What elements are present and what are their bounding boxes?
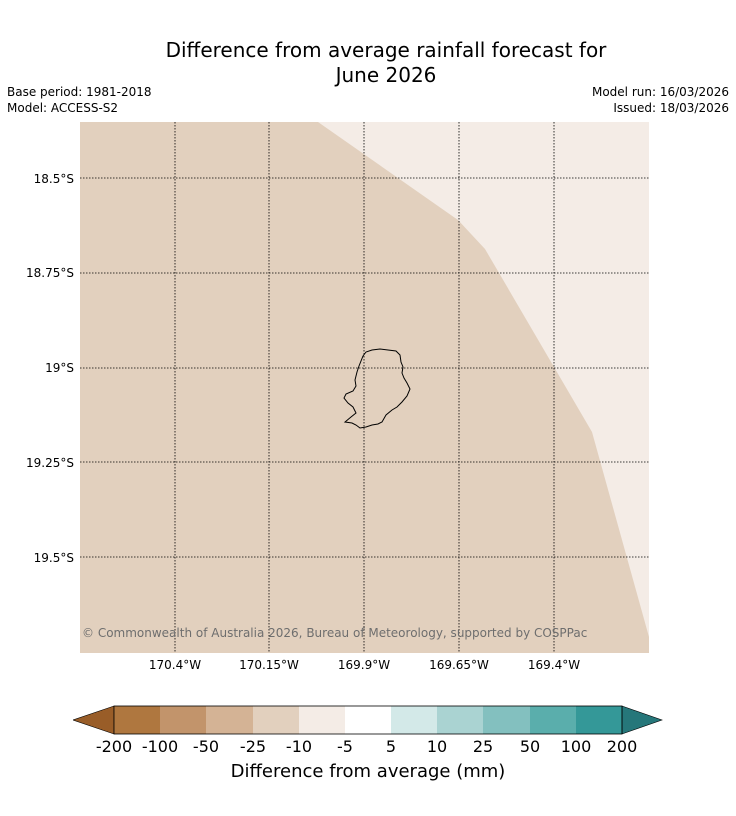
colorbar-tick: -100 bbox=[141, 737, 179, 756]
base-period: Base period: 1981-2018 bbox=[7, 85, 152, 99]
map-svg bbox=[80, 122, 649, 653]
copyright-text: © Commonwealth of Australia 2026, Bureau… bbox=[82, 626, 588, 640]
lat-label-19-25: 19.25°S bbox=[26, 456, 74, 470]
lat-label-19: 19°S bbox=[45, 361, 74, 375]
colorbar-outline bbox=[113, 705, 623, 735]
colorbar-swatch bbox=[160, 706, 206, 734]
model-name: Model: ACCESS-S2 bbox=[7, 101, 119, 115]
colorbar-tick: 100 bbox=[560, 737, 592, 756]
colorbar-tick: 50 bbox=[519, 737, 541, 756]
colorbar-swatch bbox=[530, 706, 576, 734]
colorbar-swatch bbox=[206, 706, 253, 734]
lat-label-19-5: 19.5°S bbox=[33, 551, 74, 565]
meta-left: Base period: 1981-2018 Model: ACCESS-S2 bbox=[7, 84, 152, 116]
colorbar-tick: -5 bbox=[337, 737, 353, 756]
colorbar-tick: 5 bbox=[385, 737, 397, 756]
lon-label-169-9: 169.9°W bbox=[337, 658, 391, 672]
colorbar-swatch bbox=[576, 706, 622, 734]
lon-label-170-15: 170.15°W bbox=[239, 658, 299, 672]
model-run: Model run: 16/03/2026 bbox=[591, 85, 729, 99]
colorbar bbox=[73, 705, 663, 735]
colorbar-tick: -10 bbox=[285, 737, 313, 756]
title-line-1: Difference from average rainfall forecas… bbox=[165, 38, 607, 62]
meta-right: Model run: 16/03/2026 Issued: 18/03/2026 bbox=[592, 84, 729, 116]
issued-date: Issued: 18/03/2026 bbox=[613, 101, 729, 115]
map-panel: © Commonwealth of Australia 2026, Bureau… bbox=[80, 122, 649, 653]
colorbar-swatch bbox=[345, 706, 391, 734]
lon-label-169-4: 169.4°W bbox=[527, 658, 581, 672]
colorbar-swatch bbox=[483, 706, 530, 734]
colorbar-swatch bbox=[114, 706, 160, 734]
colorbar-swatch bbox=[253, 706, 299, 734]
lon-label-169-65: 169.65°W bbox=[429, 658, 489, 672]
colorbar-swatch bbox=[437, 706, 483, 734]
lon-label-170-4: 170.4°W bbox=[148, 658, 202, 672]
colorbar-swatch bbox=[299, 706, 345, 734]
colorbar-extend-high bbox=[621, 705, 663, 735]
colorbar-tick: 25 bbox=[472, 737, 494, 756]
colorbar-extend-low bbox=[73, 705, 115, 735]
region-minus25-to-minus10 bbox=[80, 122, 649, 653]
colorbar-tick: -50 bbox=[192, 737, 220, 756]
colorbar-swatch bbox=[391, 706, 437, 734]
colorbar-tick: -200 bbox=[95, 737, 133, 756]
gridlines bbox=[80, 122, 649, 653]
colorbar-label: Difference from average (mm) bbox=[230, 761, 506, 782]
colorbar-tick: 10 bbox=[426, 737, 448, 756]
colorbar-tick: -25 bbox=[239, 737, 267, 756]
colorbar-tick: 200 bbox=[606, 737, 638, 756]
title-line-2: June 2026 bbox=[335, 63, 437, 87]
map-title: Difference from average rainfall forecas… bbox=[0, 38, 736, 88]
lat-label-18-75: 18.75°S bbox=[26, 266, 74, 280]
niue-coastline bbox=[343, 348, 411, 429]
lat-label-18-5: 18.5°S bbox=[33, 172, 74, 186]
